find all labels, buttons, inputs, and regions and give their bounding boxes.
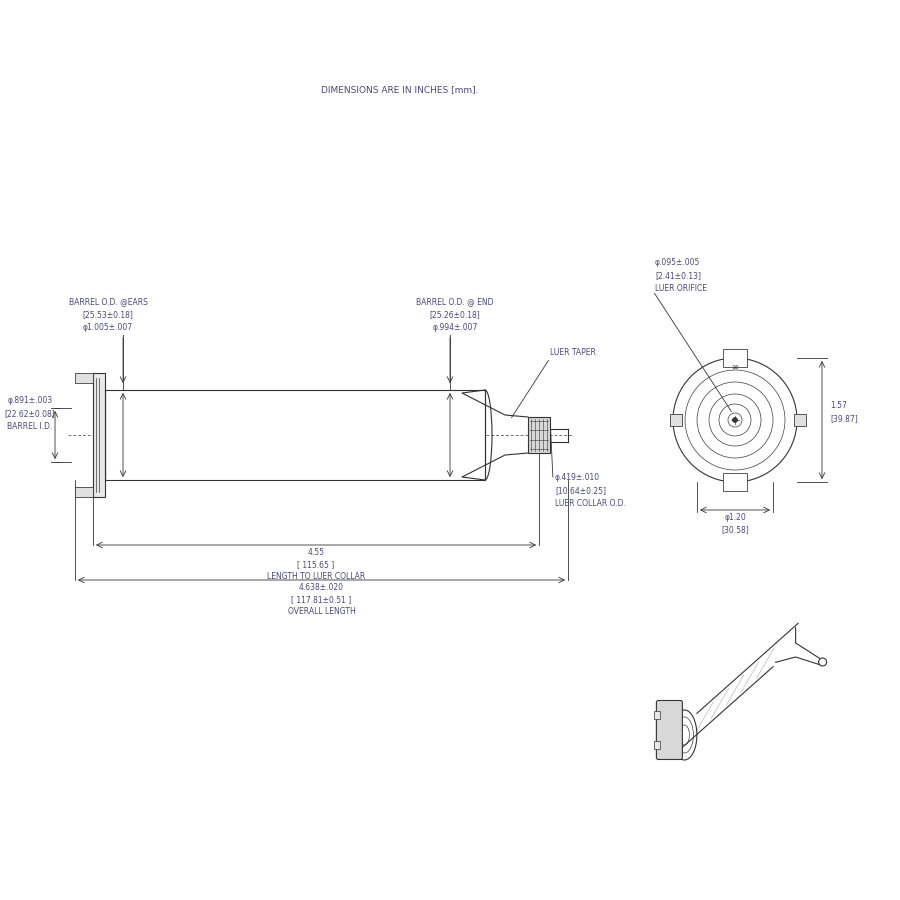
Text: φ.419±.010: φ.419±.010 xyxy=(555,473,600,482)
Circle shape xyxy=(673,358,797,482)
Text: [30.58]: [30.58] xyxy=(721,525,749,534)
Text: LUER COLLAR O.D.: LUER COLLAR O.D. xyxy=(555,499,625,508)
Text: BARREL O.D. @ END: BARREL O.D. @ END xyxy=(417,297,494,306)
Text: [ 115.65 ]: [ 115.65 ] xyxy=(297,560,335,569)
Bar xyxy=(723,349,747,367)
FancyBboxPatch shape xyxy=(656,700,682,760)
Text: 1.57: 1.57 xyxy=(830,401,847,410)
Text: [ 117.81±0.51 ]: [ 117.81±0.51 ] xyxy=(292,595,352,604)
Text: BARREL O.D. @EARS: BARREL O.D. @EARS xyxy=(68,297,148,306)
Bar xyxy=(75,487,93,497)
Bar xyxy=(723,473,747,491)
Text: φ.095±.005: φ.095±.005 xyxy=(655,258,700,267)
Text: [22.62±0.08]: [22.62±0.08] xyxy=(4,409,56,418)
Text: OVERALL LENGTH: OVERALL LENGTH xyxy=(288,607,356,616)
Text: [2.41±0.13]: [2.41±0.13] xyxy=(655,271,701,280)
Text: φ.994±.007: φ.994±.007 xyxy=(432,323,478,332)
Circle shape xyxy=(819,658,826,666)
Text: φ.891±.003: φ.891±.003 xyxy=(7,396,52,405)
Text: LUER ORIFICE: LUER ORIFICE xyxy=(655,284,707,293)
Text: [10.64±0.25]: [10.64±0.25] xyxy=(555,486,606,495)
Text: BARREL I.D.: BARREL I.D. xyxy=(7,422,53,431)
Bar xyxy=(105,390,485,480)
Bar xyxy=(93,373,105,497)
Bar xyxy=(794,414,806,426)
Text: LUER TAPER: LUER TAPER xyxy=(550,348,596,357)
Bar xyxy=(670,414,682,426)
Text: LENGTH TO LUER COLLAR: LENGTH TO LUER COLLAR xyxy=(267,572,365,581)
Text: [25.53±0.18]: [25.53±0.18] xyxy=(83,310,133,319)
Bar xyxy=(528,417,550,453)
Bar xyxy=(654,741,661,749)
Bar xyxy=(75,373,93,383)
Text: DIMENSIONS ARE IN INCHES [mm].: DIMENSIONS ARE IN INCHES [mm]. xyxy=(321,86,479,94)
Text: 16: 16 xyxy=(731,364,739,370)
Text: [25.26±0.18]: [25.26±0.18] xyxy=(429,310,481,319)
Text: φ1.005±.007: φ1.005±.007 xyxy=(83,323,133,332)
Text: 4.638±.020: 4.638±.020 xyxy=(299,583,344,592)
Circle shape xyxy=(733,418,737,422)
Bar xyxy=(654,711,661,719)
Text: 4.55: 4.55 xyxy=(308,548,325,557)
Text: φ1.20: φ1.20 xyxy=(724,513,746,522)
Text: [39.87]: [39.87] xyxy=(830,414,858,423)
